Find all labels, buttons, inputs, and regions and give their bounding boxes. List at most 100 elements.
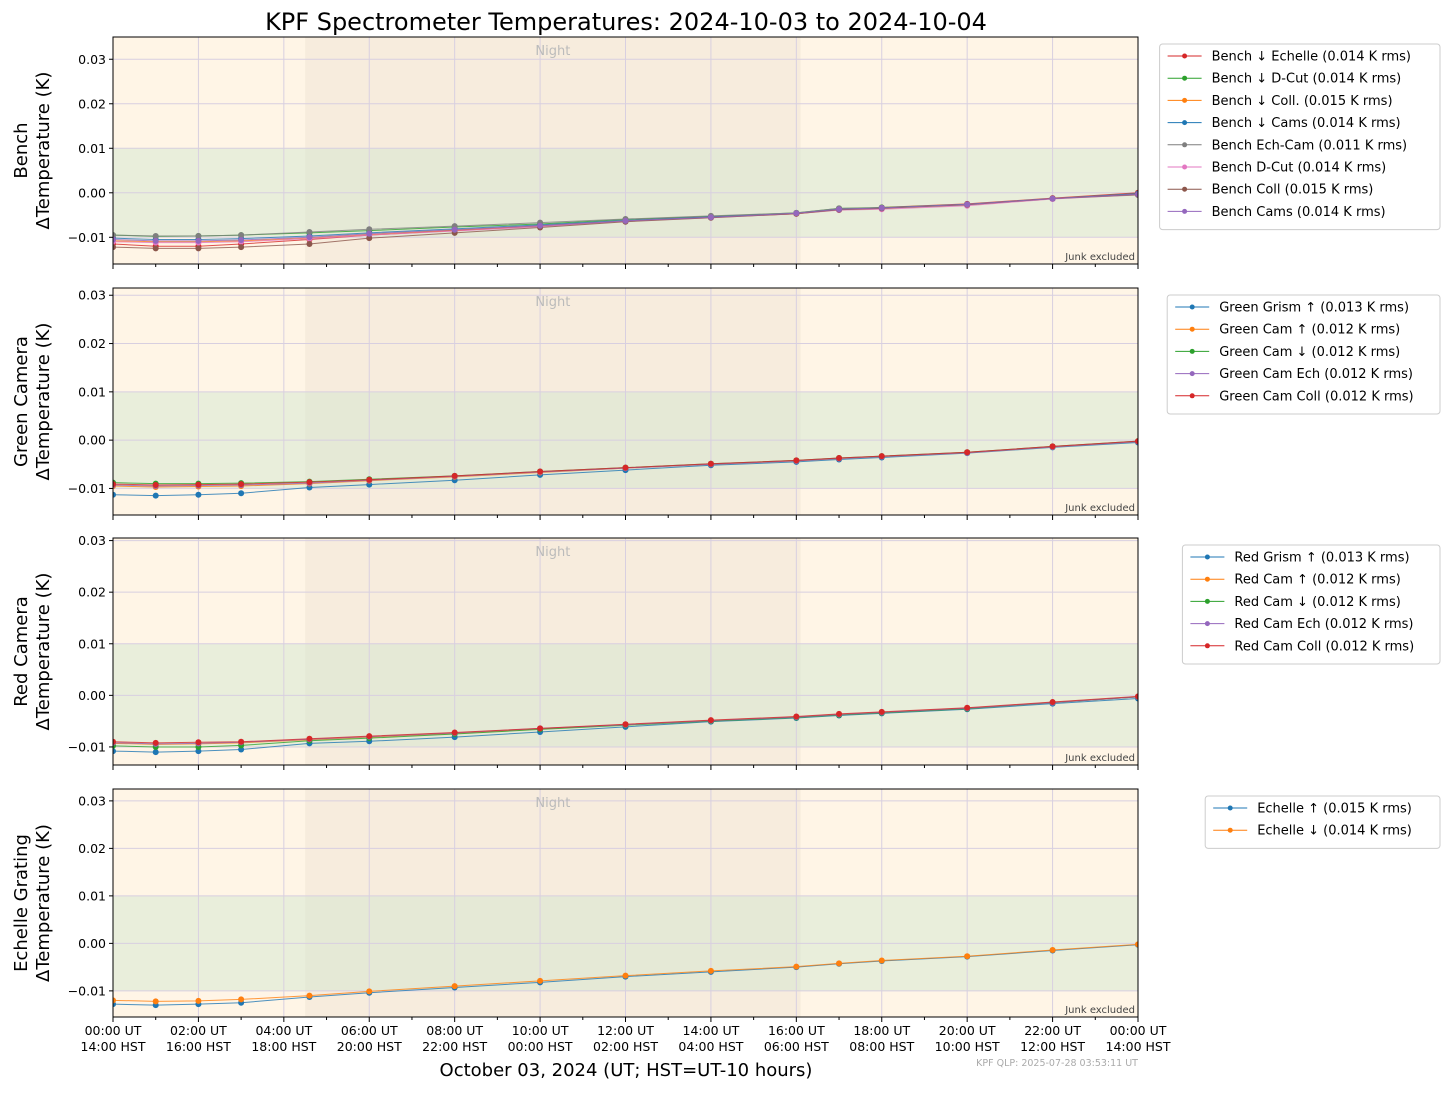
legend-swatch-marker [1204,554,1210,560]
night-region [305,288,801,515]
legend-entry: Red Cam Coll (0.012 K rms) [1234,639,1414,654]
legend-entry: Green Cam ↓ (0.012 K rms) [1219,345,1400,360]
legend-entry: Green Cam Ech (0.012 K rms) [1219,367,1413,382]
y-tick-label: 0.00 [78,936,106,951]
x-tick-label: 18:00 UT 08:00 HST [849,1023,914,1054]
data-point [238,236,245,243]
data-point [113,236,116,243]
legend-entry: Red Grism ↑ (0.013 K rms) [1234,551,1409,566]
y-tick-label: 0.01 [78,888,106,903]
x-tick-label: 16:00 UT 06:00 HST [764,1023,829,1054]
footer-timestamp: KPF QLP: 2025-07-28 03:53:11 UT [976,1058,1138,1069]
data-point [836,206,843,213]
series-line-4 [113,695,1138,744]
legend-swatch-marker [1182,75,1188,81]
legend-entry: Red Cam Ech (0.012 K rms) [1234,617,1413,632]
legend-entry: Green Cam ↑ (0.012 K rms) [1219,323,1400,338]
data-point [195,491,202,498]
series-group [113,189,1138,252]
y-tick-label: −0.01 [68,739,106,754]
data-point [152,492,159,499]
data-point [878,708,885,715]
legend-swatch-marker [1182,142,1188,148]
data-point [238,481,245,488]
x-tick-label: 00:00 UT 14:00 HST [81,1023,146,1054]
data-point [195,245,202,252]
data-point [113,997,116,1004]
x-axis-label: October 03, 2024 (UT; HST=UT-10 hours) [440,1060,813,1081]
legend-swatch-marker [1189,304,1195,310]
data-point [451,472,458,479]
axes-frame [112,788,1139,1018]
data-point [238,746,245,753]
data-point [113,738,116,745]
data-point [195,997,202,1004]
legend-entry: Green Cam Coll (0.012 K rms) [1219,389,1413,404]
data-point [537,977,544,984]
data-point [113,748,116,755]
data-point [622,972,629,979]
x-tick-label: 10:00 UT 00:00 HST [508,1023,573,1054]
series-group [113,941,1138,1009]
data-point [793,457,800,464]
night-label: Night [535,545,570,560]
legend-box [1159,43,1441,231]
legend-entry: Bench ↓ D-Cut (0.014 K rms) [1212,72,1402,87]
legend-swatch-marker [1227,805,1233,811]
data-point [238,232,245,239]
y-tick-label: 0.01 [78,384,106,399]
series-line-5 [113,194,1138,244]
panel-0: −0.01 0.00 0.01 0.02 0.03 Night Junk excluded B… [11,36,1441,269]
data-point [113,491,116,498]
y-axis-label: Echelle GratingΔTemperature (K) [11,824,54,982]
y-tick-label: 0.02 [78,96,106,111]
y-tick-label: −0.01 [68,230,106,245]
y-tick-label: 0.00 [78,433,106,448]
series-group [113,438,1138,499]
data-point [1135,191,1138,198]
data-point [113,481,116,488]
x-tick-label: 20:00 UT 10:00 HST [935,1023,1000,1054]
x-tick-label: 06:00 UT 20:00 HST [337,1023,402,1054]
series-line-2 [113,696,1138,748]
data-point [707,717,714,724]
data-point [152,237,159,244]
data-point [451,226,458,233]
y-axis-label: BenchΔTemperature (K) [11,72,54,230]
y-tick-label: 0.00 [78,185,106,200]
data-point [836,455,843,462]
data-point [793,713,800,720]
data-point [793,210,800,217]
data-point [113,244,116,251]
data-point [152,482,159,489]
data-point [537,725,544,732]
axes-frame [112,287,1139,516]
chart-title: KPF Spectrometer Temperatures: 2024-10-0… [265,8,987,36]
data-point [622,217,629,224]
data-point [1135,941,1138,948]
series-line-0 [113,442,1138,497]
legend-swatch-marker [1182,53,1188,59]
legend-box [1166,294,1441,415]
x-tick-label: 00:00 UT 14:00 HST [1106,1023,1171,1054]
y-tick-label: 0.03 [78,52,106,67]
data-point [1135,693,1138,700]
legend-entry: Bench ↓ Echelle (0.014 K rms) [1212,50,1411,65]
data-point [707,214,714,221]
data-point [622,464,629,471]
x-tick-label: 12:00 UT 02:00 HST [593,1023,658,1054]
legend-entry: Bench Coll (0.015 K rms) [1212,183,1374,198]
series-line-7 [113,193,1138,242]
legend-box [1204,795,1441,849]
data-point [195,481,202,488]
x-tick-label: 22:00 UT 12:00 HST [1020,1023,1085,1054]
legend-swatch-marker [1182,208,1188,214]
data-point [964,201,971,208]
legend-swatch-marker [1182,164,1188,170]
legend-swatch-marker [1189,326,1195,332]
data-point [707,967,714,974]
night-label: Night [535,44,570,59]
y-tick-label: 0.02 [78,336,106,351]
data-point [366,230,373,237]
